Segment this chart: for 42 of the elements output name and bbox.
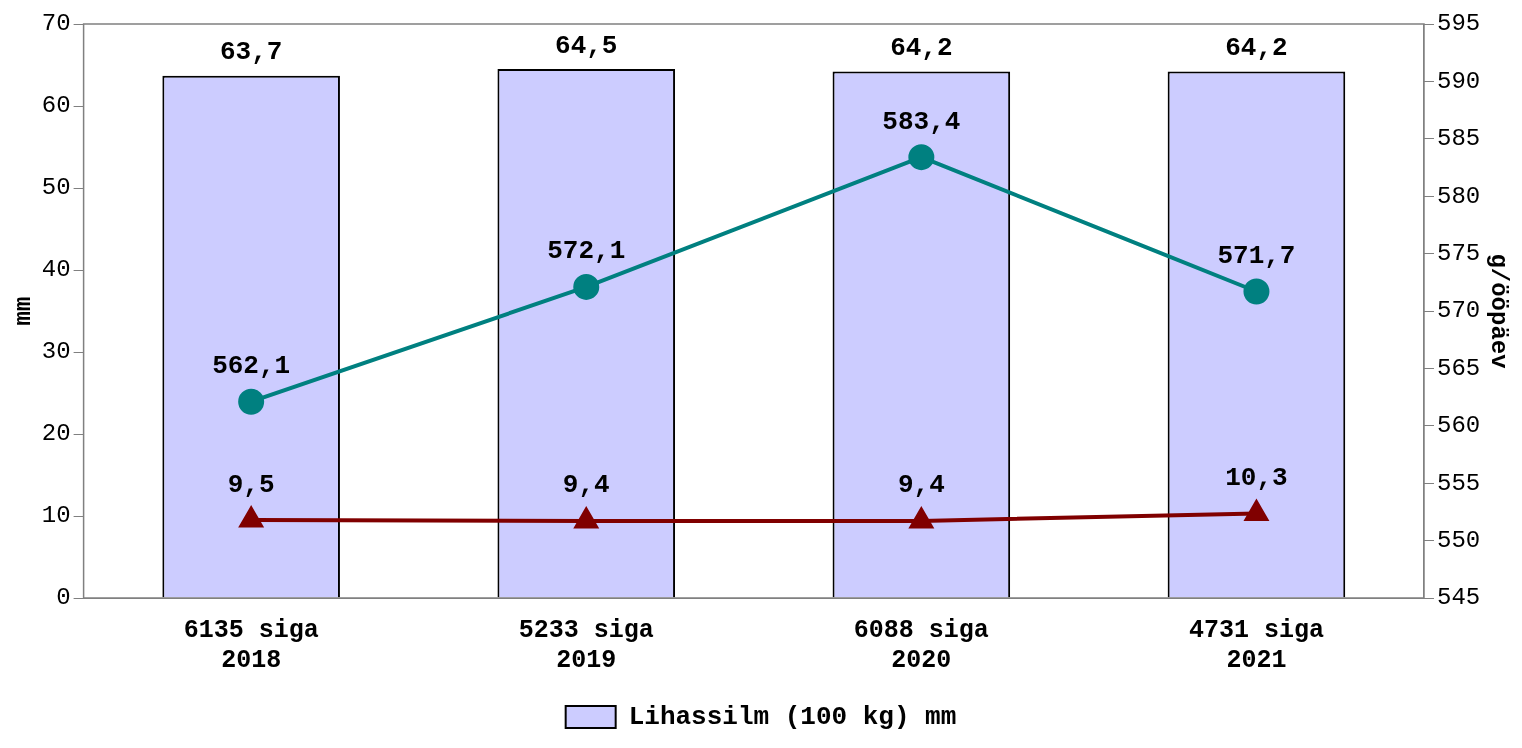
y2-tick-label: 550 [1436, 526, 1481, 554]
x-tick-label: 5233 siga 2019 [518, 616, 654, 676]
y2-tick-label: 545 [1436, 584, 1481, 612]
y-tick-label: 60 [41, 92, 71, 120]
y-tick-label: 30 [41, 338, 71, 366]
y-tick-label: 10 [41, 502, 71, 530]
legend-label: Lihassilm (100 kg) mm [628, 701, 957, 732]
data-label: 583,4 [882, 106, 961, 137]
data-label: 63,7 [219, 37, 283, 68]
data-label: 64,5 [555, 30, 618, 61]
y-axis-title: mm [10, 296, 38, 326]
y2-tick-label: 595 [1436, 10, 1481, 38]
y-tick-label: 50 [41, 174, 71, 202]
data-label: 64,2 [1225, 33, 1288, 64]
y2-tick-label: 570 [1436, 297, 1481, 325]
y2-tick-label: 560 [1436, 412, 1481, 440]
y2-tick-label: 590 [1436, 67, 1481, 95]
point [908, 144, 935, 171]
y-tick-label: 70 [41, 10, 71, 38]
point [238, 388, 265, 415]
y2-tick-label: 575 [1436, 239, 1481, 267]
y2-tick-label: 555 [1436, 469, 1481, 497]
data-label: 9,4 [562, 470, 610, 501]
data-label: 571,7 [1217, 241, 1296, 272]
y-tick-label: 40 [41, 256, 71, 284]
y2-tick-label: 585 [1436, 125, 1481, 153]
data-label: 572,1 [547, 236, 626, 267]
x-tick-label: 6135 siga 2018 [183, 616, 319, 676]
data-label: 64,2 [890, 33, 953, 64]
point [1243, 278, 1270, 305]
y2-axis-title: g/ööpäev [1484, 253, 1512, 369]
point [573, 273, 600, 300]
x-tick-label: 4731 siga 2021 [1188, 616, 1324, 676]
x-tick-label: 6088 siga 2020 [853, 616, 989, 676]
data-label: 562,1 [212, 351, 291, 382]
data-label: 10,3 [1225, 463, 1288, 494]
y2-tick-label: 580 [1436, 182, 1481, 210]
data-label: 9,4 [897, 470, 945, 501]
y-tick-label: 0 [56, 584, 71, 612]
y-tick-label: 20 [41, 420, 71, 448]
y2-tick-label: 565 [1436, 354, 1481, 382]
data-label: 9,5 [227, 469, 275, 500]
